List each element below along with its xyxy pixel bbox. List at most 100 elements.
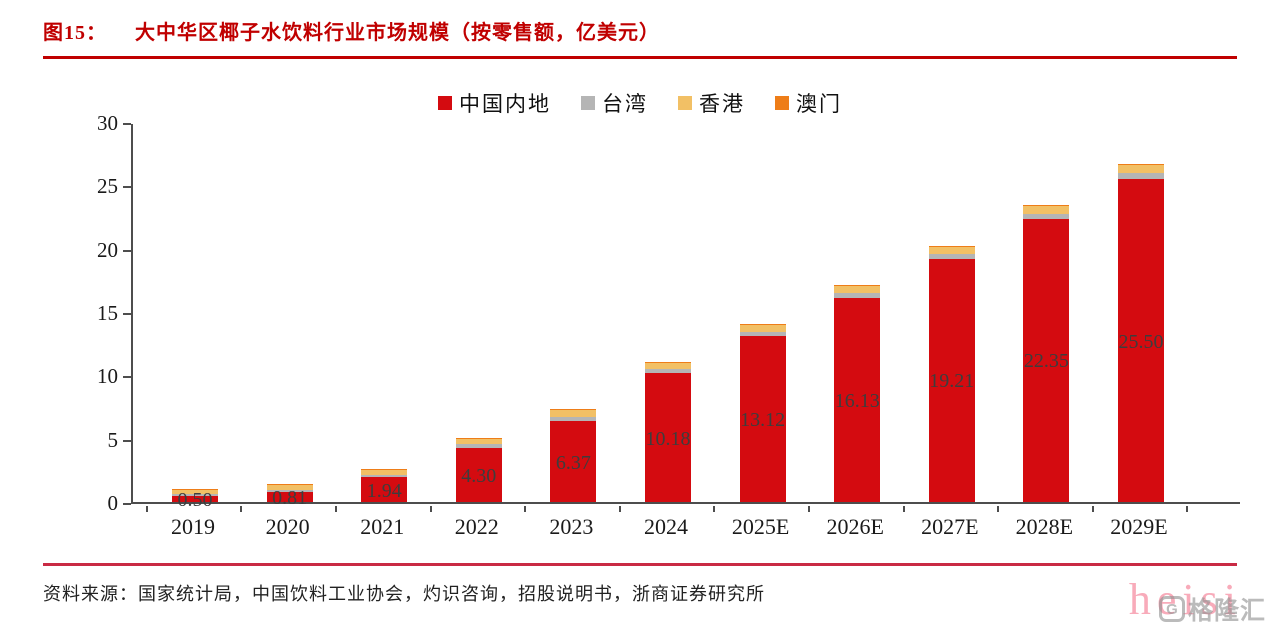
x-tick-mark (902, 506, 905, 512)
bar-segment (172, 489, 218, 494)
legend-swatch (678, 96, 692, 110)
bar-segment (266, 489, 313, 492)
legend-item-label: 澳门 (796, 92, 842, 116)
x-tick-mark (1186, 506, 1189, 512)
bar-segment (928, 245, 975, 247)
x-tick-mark (524, 506, 527, 512)
y-tick-mark (123, 313, 131, 315)
bar-segment (361, 470, 408, 475)
x-tick-label: 2024 (644, 514, 688, 539)
legend-item: 中国内地 (438, 88, 551, 118)
bar-segment (834, 297, 881, 502)
y-tick-mark (123, 439, 131, 442)
bar-segment (834, 293, 881, 298)
bar-segment (739, 324, 786, 326)
source-divider-line (43, 563, 1237, 566)
y-tick-mark (123, 123, 131, 125)
source-text: 资料来源：国家统计局，中国饮料工业协会，灼识咨询，招股说明书，浙商证券研究所 (43, 584, 765, 604)
bar-segment (455, 447, 502, 502)
bar-segment (550, 408, 597, 410)
y-tick-label: 10 (97, 364, 118, 389)
y-tick-label: 30 (97, 111, 118, 135)
y-tick-mark (123, 376, 131, 379)
x-tick-label: 2027E (921, 514, 979, 539)
legend-swatch (581, 96, 595, 110)
bar-segment (739, 335, 786, 502)
bar-segment (1023, 206, 1070, 214)
figure-title: 大中华区椰子水饮料行业市场规模（按零售额，亿美元） (135, 22, 660, 44)
x-tick-mark (713, 506, 716, 512)
figure-header: 图15： 大中华区椰子水饮料行业市场规模（按零售额，亿美元） (43, 16, 1237, 45)
bar-segment (834, 285, 881, 287)
bar-segment (1023, 218, 1070, 502)
x-tick-mark (240, 506, 243, 512)
legend-item-label: 香港 (699, 92, 745, 116)
x-tick-mark (1091, 506, 1094, 512)
y-tick-label: 0 (107, 491, 119, 515)
bar-segment (266, 485, 313, 490)
bar-segment (266, 484, 313, 486)
y-tick-label: 25 (97, 174, 118, 199)
x-tick-mark (997, 506, 1000, 512)
x-tick-label: 2025E (731, 514, 790, 539)
bar-segment (550, 409, 597, 417)
x-tick-mark (334, 506, 337, 512)
bar-chart-plot-area: 0.50 0.81 1.94 4.30 6.37 10.18 13.12 16.13 19.21… (131, 124, 1240, 511)
x-tick-label: 2026E (826, 514, 884, 539)
x-tick-label: 2028E (1015, 514, 1074, 539)
y-tick-mark (123, 186, 131, 189)
watermark-logo: G 格隆汇 (1158, 591, 1266, 627)
bar-segment (739, 325, 786, 332)
bar-segment (361, 477, 408, 502)
x-tick-mark (145, 506, 148, 512)
y-tick-label: 20 (97, 237, 118, 262)
gelonghui-logo-icon: G (1158, 596, 1185, 622)
x-tick-mark (618, 506, 621, 512)
x-tick-label: 2021 (360, 514, 405, 539)
y-tick-label: 15 (97, 301, 118, 325)
title-divider-line (43, 56, 1237, 59)
bar-segment (361, 474, 408, 478)
y-tick-mark (123, 249, 131, 252)
x-tick-mark (807, 506, 810, 512)
legend-item-label: 中国内地 (459, 92, 551, 116)
bar-segment (550, 421, 597, 502)
bar-segment (645, 362, 691, 364)
bar-segment (455, 439, 502, 445)
bar-segment (1023, 213, 1070, 219)
legend-item: 台湾 (581, 88, 648, 118)
legend-item: 香港 (678, 88, 745, 118)
bar-segment (645, 369, 691, 374)
bar-segment (928, 253, 975, 259)
legend: 中国内地 台湾 香港 澳门 (0, 88, 1280, 118)
bar-segment (266, 491, 313, 502)
bar-segment (645, 363, 691, 369)
legend-item-label: 台湾 (602, 92, 648, 116)
bar-segment (928, 258, 975, 502)
legend-swatch (438, 96, 452, 110)
y-tick-label: 5 (107, 427, 119, 452)
x-tick-label: 2023 (549, 514, 594, 539)
bar-segment (455, 438, 502, 440)
bar-segment (1118, 179, 1164, 502)
y-tick-mark (123, 503, 131, 505)
bar-segment (1118, 164, 1164, 166)
legend-item: 澳门 (775, 88, 842, 118)
bar-segment (1118, 173, 1164, 179)
bar-segment (361, 469, 408, 471)
x-tick-label: 2022 (454, 514, 499, 539)
bar-segment (172, 495, 218, 502)
gelonghui-logo-text: 格隆汇 (1187, 597, 1266, 625)
x-tick-mark (429, 506, 432, 512)
figure-number-label: 图15： (43, 22, 107, 44)
bar-segment (645, 373, 691, 502)
bar-segment (455, 444, 502, 448)
x-tick-label: 2020 (265, 514, 310, 539)
bar-segment (1023, 205, 1070, 207)
bar-segment (834, 286, 881, 293)
bar-segment (172, 493, 218, 496)
x-tick-label: 2019 (171, 514, 215, 539)
bar-segment (550, 416, 597, 422)
x-tick-label: 2029E (1110, 514, 1168, 539)
